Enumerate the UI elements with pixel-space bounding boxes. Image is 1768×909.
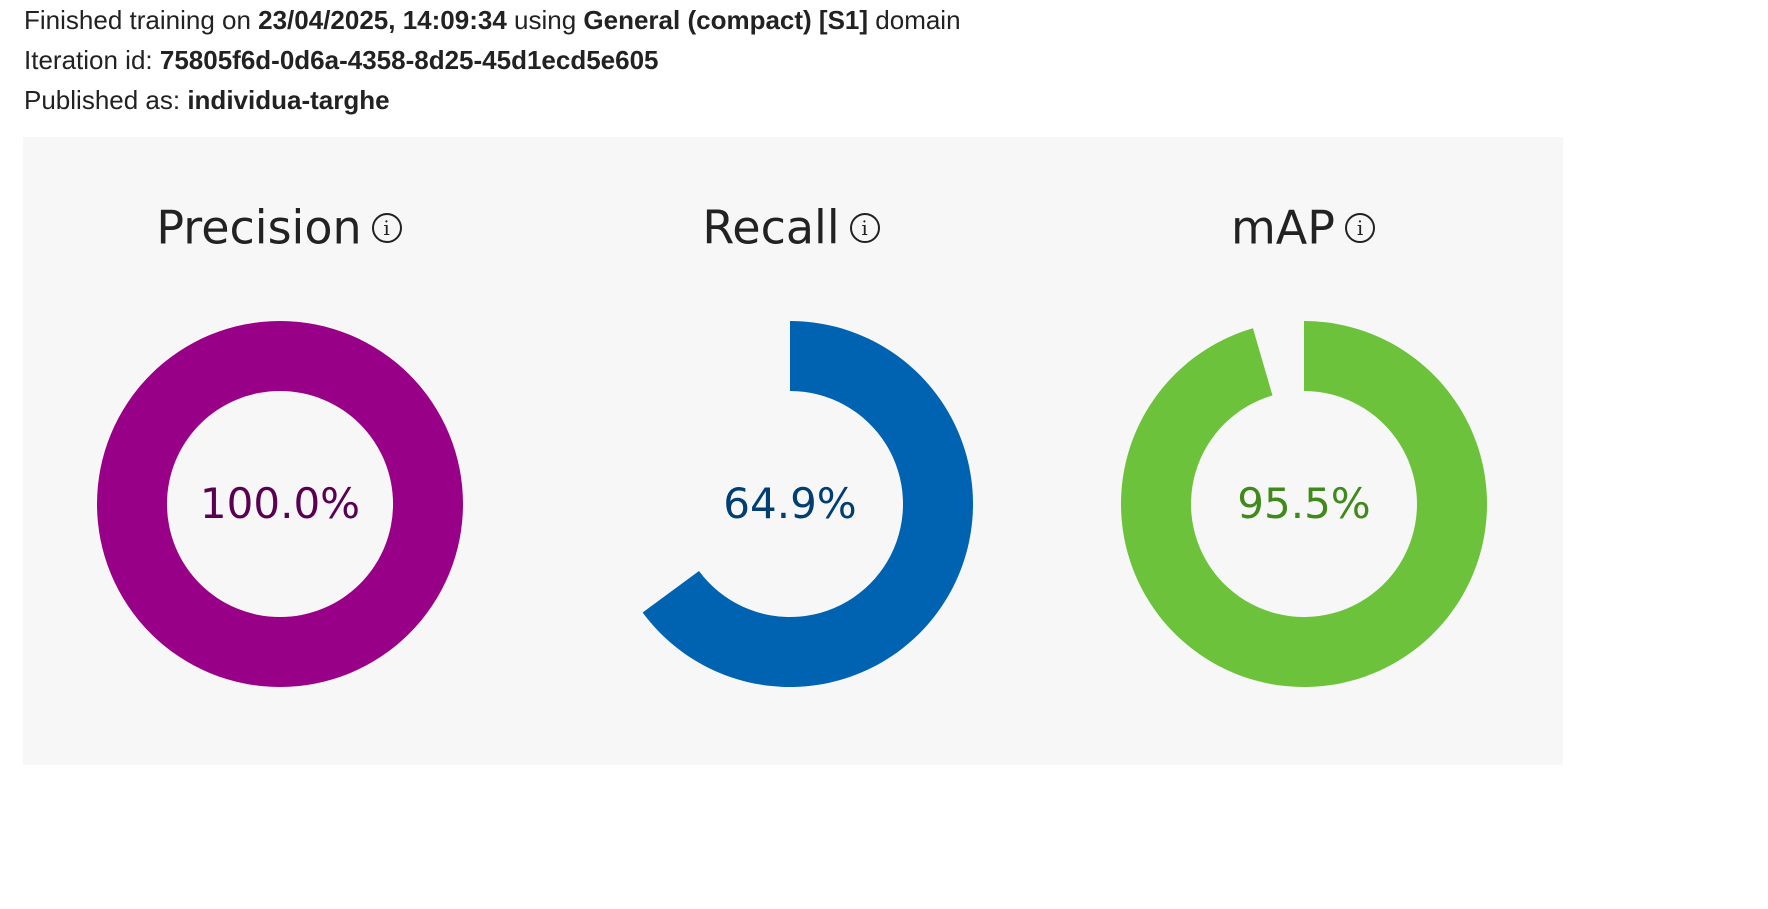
recall-title-text: Recall [702, 200, 840, 255]
training-domain: General (compact) [S1] [583, 5, 869, 35]
training-summary: Finished training on 23/04/2025, 14:09:3… [24, 0, 961, 40]
map-donut [1121, 321, 1487, 687]
recall-metric: Recall i 64.9% [535, 137, 1047, 765]
training-info: Finished training on 23/04/2025, 14:09:3… [24, 0, 961, 120]
precision-value: 100.0% [199, 479, 361, 528]
performance-panel: Precision i 100.0% Recall i 64.9% mAP i 95.… [23, 137, 1563, 765]
map-metric: mAP i 95.5% [1047, 137, 1559, 765]
published-as: Published as: individua-targhe [24, 80, 961, 120]
training-date: 23/04/2025, 14:09:34 [258, 5, 507, 35]
recall-info-icon[interactable]: i [849, 212, 880, 243]
precision-donut [97, 321, 463, 687]
training-prefix: Finished training on [24, 5, 259, 35]
iteration-id-value: 75805f6d-0d6a-4358-8d25-45d1ecd5e605 [159, 45, 659, 75]
precision-metric: Precision i 100.0% [23, 137, 535, 765]
map-value: 95.5% [1237, 479, 1371, 528]
precision-title-text: Precision [156, 200, 362, 255]
training-suffix: domain [868, 5, 961, 35]
map-info-icon[interactable]: i [1345, 212, 1376, 243]
training-middle: using [506, 5, 584, 35]
iteration-id-label: Iteration id: [24, 45, 160, 75]
published-as-label: Published as: [24, 85, 188, 115]
iteration-id: Iteration id: 75805f6d-0d6a-4358-8d25-45… [24, 40, 961, 80]
published-as-value: individua-targhe [187, 85, 390, 115]
precision-title: Precision i [23, 197, 535, 255]
map-title-text: mAP [1230, 200, 1336, 255]
precision-donut-arc [97, 321, 463, 687]
precision-info-icon[interactable]: i [371, 212, 402, 243]
recall-donut [642, 321, 973, 687]
map-donut-arc [1121, 321, 1487, 687]
map-title: mAP i [1047, 197, 1559, 255]
recall-donut-arc [642, 321, 973, 687]
recall-title: Recall i [535, 197, 1047, 255]
recall-value: 64.9% [723, 479, 857, 528]
